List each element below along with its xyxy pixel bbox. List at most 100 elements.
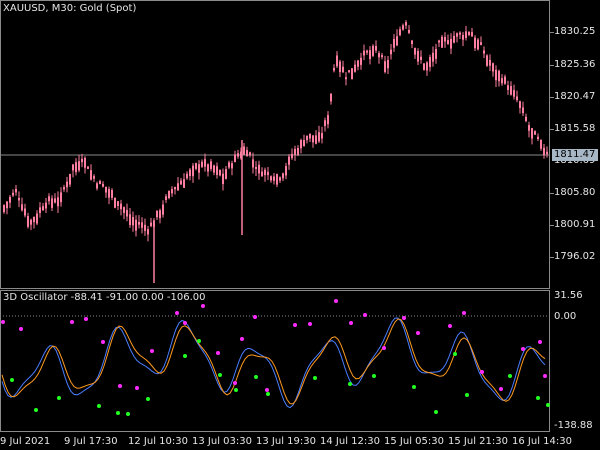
signal-dot-top — [382, 346, 386, 350]
candle-body — [135, 219, 137, 231]
candle-body — [237, 153, 239, 157]
candle-body — [138, 221, 140, 225]
price-axis-label: 1815.58 — [554, 123, 596, 134]
candle-body — [366, 50, 368, 53]
signal-dot-bottom — [116, 411, 120, 415]
axis-tick — [550, 32, 554, 33]
signal-dot-bottom — [434, 410, 438, 414]
axis-tick — [550, 65, 554, 66]
candle-body — [543, 147, 545, 156]
candle-body — [21, 204, 23, 211]
candle-body — [351, 68, 353, 80]
candle-body — [414, 48, 416, 55]
candle-body — [459, 32, 461, 35]
oscillator-title: 3D Oscillator -88.41 -91.00 0.00 -106.00 — [3, 292, 206, 303]
candle-body — [96, 183, 98, 189]
candle-body — [108, 188, 110, 198]
candle-body — [69, 173, 71, 185]
candle-body — [495, 69, 497, 81]
candle-body — [114, 197, 116, 208]
candle-body — [255, 166, 257, 170]
candle-body — [84, 157, 86, 168]
candle-body — [279, 177, 281, 181]
candle-body — [183, 179, 185, 188]
candle-body — [192, 165, 194, 177]
candle-body — [342, 66, 344, 73]
candle-body — [186, 173, 188, 179]
candle-body — [198, 164, 200, 173]
candle-body — [501, 78, 503, 84]
signal-dot-top — [293, 323, 297, 327]
time-axis-label: 15 Jul 05:30 — [384, 436, 444, 447]
candle-body — [63, 187, 65, 190]
candle-body — [375, 45, 377, 51]
signal-dot-bottom — [218, 373, 222, 377]
time-axis-label: 9 Jul 2021 — [0, 436, 51, 447]
time-axis-label: 12 Jul 10:30 — [128, 436, 188, 447]
candle-body — [6, 201, 8, 209]
signal-dot-bottom — [126, 412, 130, 416]
price-axis-label: 1825.36 — [554, 59, 596, 70]
oscillator-line-blue — [1, 317, 546, 409]
signal-dot-bottom — [313, 376, 317, 380]
candle-body — [360, 57, 362, 65]
candle-body — [75, 162, 77, 173]
candle-body — [30, 219, 32, 225]
candle-body — [537, 136, 539, 139]
candle-body — [189, 169, 191, 177]
candle-body — [48, 196, 50, 202]
signal-dot-top — [480, 370, 484, 374]
candle-body — [300, 139, 302, 149]
signal-dot-bottom — [536, 396, 540, 400]
signal-dot-bottom — [412, 385, 416, 389]
candle-body — [210, 161, 212, 169]
candle-body — [66, 181, 68, 188]
signal-dot-bottom — [453, 352, 457, 356]
candle-body — [492, 63, 494, 72]
candle-body — [243, 146, 245, 155]
candle-body — [318, 132, 320, 142]
price-chart-pane[interactable] — [0, 0, 550, 289]
candle-body — [45, 202, 47, 209]
candle-body — [291, 153, 293, 159]
candle-body — [408, 29, 410, 33]
candle-body — [513, 90, 515, 97]
candle-body — [306, 135, 308, 141]
candle-body — [354, 64, 356, 72]
candle-body — [438, 40, 440, 43]
candle-body — [126, 210, 128, 217]
candle-body — [372, 45, 374, 56]
candle-body — [267, 171, 269, 176]
osc-axis-label: -138.88 — [554, 420, 593, 431]
candle-body — [42, 206, 44, 211]
signal-dot-top — [253, 315, 257, 319]
time-axis-label: 13 Jul 19:30 — [256, 436, 316, 447]
candle-body — [396, 36, 398, 46]
candle-body — [261, 171, 263, 177]
signal-dot-top — [363, 313, 367, 317]
candle-body — [195, 163, 197, 169]
signal-dot-top — [216, 351, 220, 355]
candle-body — [483, 50, 485, 54]
candle-body — [150, 222, 152, 227]
candle-body — [369, 50, 371, 59]
candle-body — [60, 192, 62, 203]
candle-body — [132, 217, 134, 226]
candle-body — [444, 36, 446, 42]
candle-body — [24, 208, 26, 216]
candle-body — [390, 49, 392, 55]
signal-dot-bottom — [266, 392, 270, 396]
osc-axis-label: 31.56 — [554, 290, 583, 301]
signal-dot-bottom — [348, 382, 352, 386]
candle-body — [435, 48, 437, 59]
candle-body — [270, 176, 272, 181]
signal-dot-bottom — [234, 388, 238, 392]
candle-body — [339, 61, 341, 73]
oscillator-pane[interactable] — [0, 290, 550, 432]
signal-dot-bottom — [465, 393, 469, 397]
candle-body — [420, 56, 422, 61]
candle-body — [417, 50, 419, 62]
candle-body — [153, 220, 155, 228]
candle-body — [213, 165, 215, 173]
